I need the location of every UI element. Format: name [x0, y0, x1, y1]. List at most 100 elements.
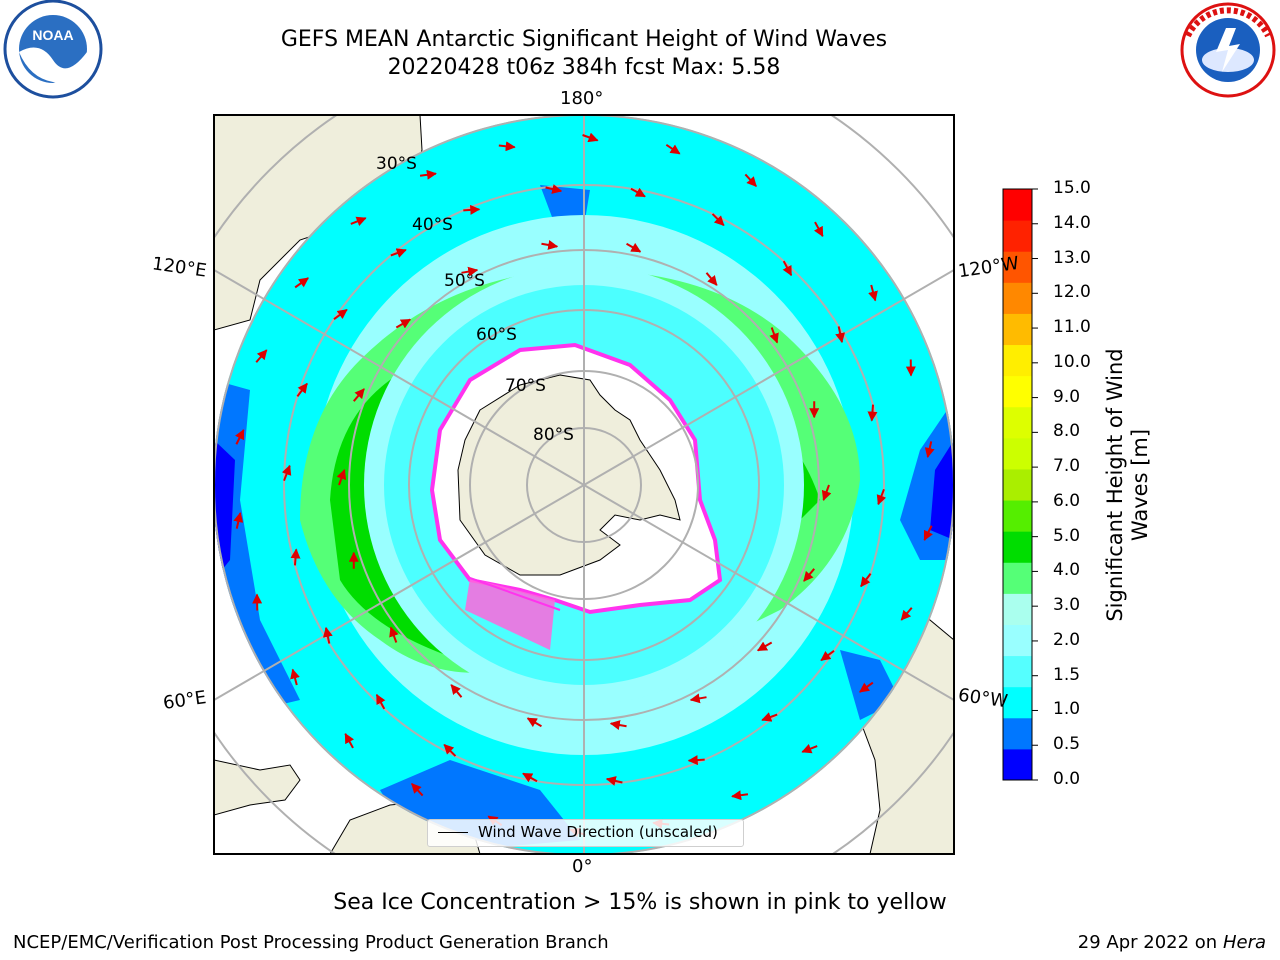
- colorbar-swatch: [1003, 406, 1032, 439]
- colorbar-tick-label: 8.0: [1053, 421, 1081, 442]
- lat-label-70s: 70°S: [505, 376, 546, 396]
- wave-direction-arrow: [761, 712, 778, 722]
- wave-direction-arrow: [322, 626, 333, 644]
- colorbar-swatch: [1003, 655, 1032, 688]
- wave-direction-arrow: [813, 221, 824, 237]
- colorbar-tick-label: 14.0: [1053, 212, 1091, 233]
- wave-direction-arrow: [411, 783, 424, 797]
- footer-credit: NCEP/EMC/Verification Post Processing Pr…: [13, 932, 609, 953]
- lat-label-30s: 30°S: [376, 154, 417, 174]
- wave-direction-arrow: [419, 169, 437, 180]
- lon-label-180: 180°: [560, 88, 604, 109]
- noaa-logo: NOAA: [3, 0, 103, 99]
- wave-direction-arrow: [443, 743, 457, 757]
- wave-direction-arrow: [541, 240, 559, 250]
- colorbar-swatch: [1003, 344, 1032, 377]
- colorbar-tick-label: 7.0: [1053, 456, 1081, 477]
- wave-direction-arrow: [353, 388, 365, 402]
- colorbar-border: [1002, 188, 1033, 781]
- colorbar-swatch: [1003, 624, 1032, 657]
- wave-direction-arrow: [344, 733, 355, 749]
- colorbar-swatch: [1003, 468, 1032, 501]
- wave-direction-arrow: [821, 484, 832, 501]
- chart-title: GEFS MEAN Antarctic Significant Height o…: [280, 27, 888, 52]
- longitude-grid: [214, 115, 954, 854]
- colorbar-tick-label: 2.0: [1053, 629, 1081, 650]
- noaa-logo-text: NOAA: [32, 27, 73, 43]
- legend-line-swatch: [438, 832, 468, 833]
- wave-direction-arrow: [336, 469, 347, 486]
- colorbar-swatch: [1003, 220, 1032, 252]
- colorbar-tick-label: 1.5: [1053, 664, 1081, 685]
- colorbar-swatch: [1003, 686, 1032, 719]
- wave-direction-arrow: [526, 717, 542, 728]
- wave-direction-arrow: [835, 326, 846, 344]
- lat-label-60s: 60°S: [476, 325, 517, 345]
- wave-direction-arrow: [281, 464, 292, 482]
- lon-label-0: 0°: [572, 856, 593, 877]
- wave-direction-arrow: [876, 488, 887, 506]
- wave-direction-arrow: [711, 213, 725, 227]
- colorbar-swatch: [1003, 189, 1032, 221]
- wave-direction-arrow: [390, 248, 407, 258]
- wave-direction-arrow: [687, 755, 705, 766]
- wave-direction-arrow: [756, 641, 773, 652]
- colorbar-swatch: [1003, 748, 1032, 781]
- map-area: [214, 115, 954, 854]
- wave-direction-arrow: [820, 650, 835, 662]
- colorbar-tick-label: 11.0: [1053, 317, 1091, 338]
- wave-direction-arrow: [744, 173, 757, 187]
- wind-wave-arrows: [233, 132, 935, 838]
- colorbar-swatch: [1003, 717, 1032, 750]
- colorbar-tick-label: 9.0: [1053, 386, 1081, 407]
- colorbar-tick-label: 4.0: [1053, 560, 1081, 581]
- wave-direction-arrow: [867, 404, 878, 422]
- lat-label-50s: 50°S: [444, 271, 485, 291]
- wave-direction-arrow: [233, 512, 244, 529]
- wave-direction-arrow: [463, 204, 481, 215]
- wave-direction-arrow: [609, 720, 627, 730]
- colorbar-tick-label: 5.0: [1053, 525, 1081, 546]
- wave-direction-arrow: [769, 327, 779, 344]
- footer-date: 29 Apr 2022 on Hera: [1078, 932, 1266, 953]
- wave-direction-arrow: [395, 318, 412, 329]
- colorbar-tick-label: 3.0: [1053, 595, 1081, 616]
- colorbar-tick-label: 13.0: [1053, 247, 1091, 268]
- chart-subtitle: 20220428 t06z 384h fcst Max: 5.58: [387, 55, 781, 80]
- map-legend: Wind Wave Direction (unscaled): [427, 819, 744, 847]
- legend-label: Wind Wave Direction (unscaled): [478, 823, 718, 841]
- wave-direction-arrow: [255, 349, 268, 363]
- wave-direction-arrow: [868, 284, 878, 302]
- wave-direction-arrow: [296, 382, 308, 397]
- footer-machine-name: Hera: [1222, 932, 1266, 953]
- wave-direction-arrow: [389, 626, 399, 643]
- sea-ice-wedge: [465, 578, 555, 650]
- colorbar: [1002, 188, 1038, 781]
- colorbar-tick-label: 0.5: [1053, 734, 1081, 755]
- wave-direction-arrow: [923, 525, 933, 541]
- lat-label-80s: 80°S: [533, 425, 574, 445]
- wave-direction-arrow: [859, 681, 874, 693]
- wave-direction-arrow: [665, 143, 681, 155]
- colorbar-swatch: [1003, 500, 1032, 532]
- colorbar-swatch: [1003, 282, 1032, 314]
- wave-direction-arrow: [605, 776, 623, 786]
- wave-direction-arrow: [731, 790, 749, 801]
- wave-direction-arrow: [522, 772, 538, 783]
- wave-direction-arrow: [860, 573, 872, 588]
- colorbar-swatch: [1003, 531, 1032, 563]
- wave-direction-arrow: [705, 272, 718, 286]
- map-frame: [213, 114, 955, 855]
- wave-direction-arrow: [801, 743, 818, 754]
- colorbar-swatch: [1003, 437, 1032, 470]
- colorbar-tick-label: 6.0: [1053, 490, 1081, 511]
- wave-direction-arrow: [350, 216, 367, 227]
- wave-direction-arrow: [290, 668, 300, 686]
- wave-direction-arrow: [689, 693, 707, 704]
- wave-direction-arrow: [498, 141, 516, 152]
- wave-direction-arrow: [803, 568, 815, 582]
- footer-date-text: 29 Apr 2022 on: [1077, 932, 1223, 953]
- colorbar-title: Significant Height of Wind Waves [m]: [1102, 348, 1152, 622]
- wave-direction-arrow: [545, 184, 563, 194]
- colorbar-swatch: [1003, 313, 1032, 346]
